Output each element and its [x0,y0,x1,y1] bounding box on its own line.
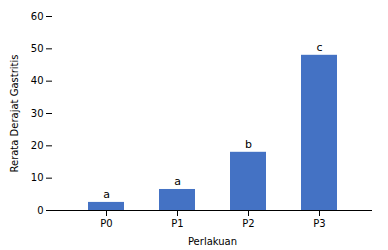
svg-text:b: b [245,138,252,151]
svg-text:Rerata Derajat Gastritis: Rerata Derajat Gastritis [9,54,20,172]
svg-text:40: 40 [31,75,44,86]
svg-text:20: 20 [31,140,44,151]
svg-text:50: 50 [31,43,44,54]
svg-text:P1: P1 [171,218,183,229]
svg-text:P3: P3 [313,218,325,229]
svg-text:a: a [103,188,110,201]
svg-text:30: 30 [31,108,44,119]
svg-text:Perlakuan: Perlakuan [188,236,237,247]
svg-text:P0: P0 [100,218,112,229]
svg-text:P2: P2 [242,218,254,229]
svg-text:0: 0 [37,205,43,216]
svg-text:a: a [174,175,181,188]
svg-text:c: c [316,41,322,54]
svg-text:10: 10 [31,172,44,183]
svg-text:60: 60 [31,11,44,22]
